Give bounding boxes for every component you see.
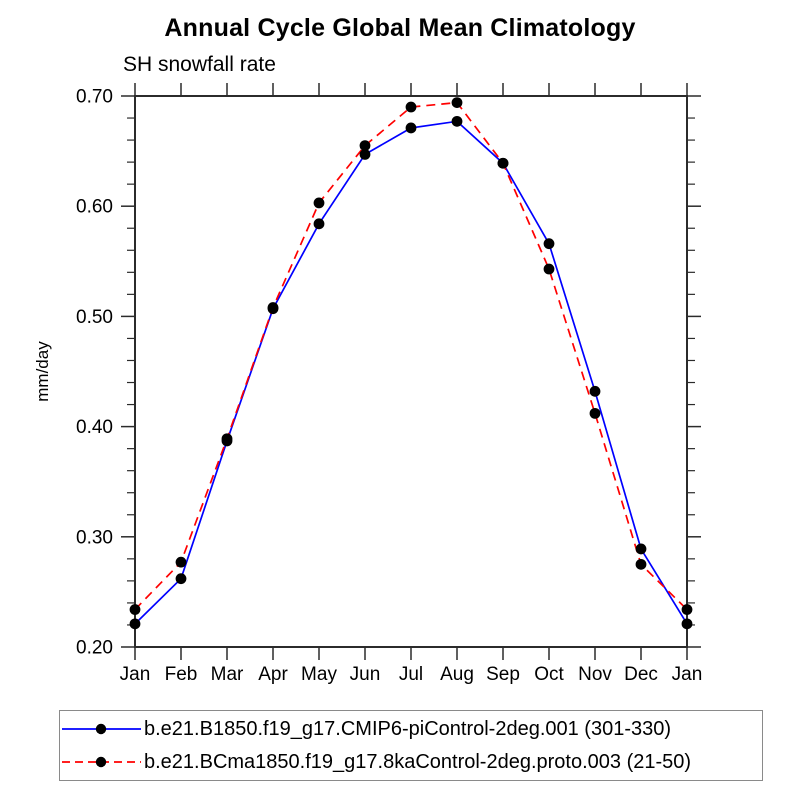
data-point-series-1 (405, 101, 417, 113)
chart-title: Annual Cycle Global Mean Climatology (164, 14, 636, 42)
data-point-series-0 (589, 385, 601, 397)
y-axis-label: mm/day (33, 341, 52, 402)
x-tick-label: Oct (534, 664, 564, 685)
legend-marker-dot (95, 723, 107, 735)
data-point-series-1 (681, 604, 693, 615)
legend-box: b.e21.B1850.f19_g17.CMIP6-piControl-2deg… (59, 710, 763, 781)
legend-label-picontrol: b.e21.B1850.f19_g17.CMIP6-piControl-2deg… (144, 717, 672, 740)
x-tick-label: Apr (258, 664, 288, 685)
data-point-series-1 (129, 604, 141, 615)
legend-label-8kacontrol: b.e21.BCma1850.f19_g17.8kaControl-2deg.p… (144, 750, 692, 773)
data-point-series-1 (267, 302, 279, 313)
legend-item-picontrol: b.e21.B1850.f19_g17.CMIP6-piControl-2deg… (60, 715, 762, 743)
data-point-series-0 (313, 218, 325, 230)
x-tick-label: Mar (211, 664, 244, 685)
y-tick-label: 0.40 (76, 417, 113, 438)
legend-line-sample-dashed (62, 756, 141, 768)
x-tick-label: May (301, 664, 337, 685)
legend-item-8kacontrol: b.e21.BCma1850.f19_g17.8kaControl-2deg.p… (60, 748, 762, 776)
data-point-series-1 (221, 433, 233, 445)
x-tick-label: Jan (672, 664, 703, 685)
y-tick-label: 0.70 (76, 87, 113, 108)
y-tick-label: 0.50 (76, 307, 113, 328)
series-line-0 (134, 120, 688, 625)
x-tick-label: Aug (440, 664, 474, 685)
axis-frame (134, 95, 688, 648)
data-point-series-0 (359, 149, 371, 160)
x-tick-label: Sep (486, 664, 520, 685)
x-tick-label: Jun (350, 664, 381, 685)
data-point-series-0 (635, 543, 647, 555)
data-point-series-0 (129, 618, 141, 630)
data-point-series-1 (635, 558, 647, 570)
legend-marker-dot (95, 756, 107, 768)
data-point-series-0 (175, 573, 187, 585)
x-tick-label: Nov (578, 664, 612, 685)
y-tick-label: 0.60 (76, 197, 113, 218)
plot-area: Jan Feb Mar Apr May Jun Jul Aug Sep Oct Nov Dec Jan 0… (33, 83, 703, 685)
data-point-series-0 (405, 122, 417, 134)
data-point-series-1 (451, 97, 463, 109)
x-tick-label: Feb (165, 664, 198, 685)
y-tick-label: 0.30 (76, 527, 113, 548)
data-point-series-1 (359, 140, 371, 151)
series-line-1 (134, 101, 688, 611)
y-tick-label: 0.20 (76, 638, 113, 659)
data-point-series-1 (313, 197, 325, 209)
data-point-series-0 (681, 618, 693, 630)
x-tick-label: Jul (399, 664, 423, 685)
data-point-series-1 (589, 407, 601, 419)
x-tick-label: Dec (624, 664, 658, 685)
data-point-series-1 (543, 263, 555, 275)
data-point-series-1 (175, 556, 187, 568)
data-point-series-0 (451, 115, 463, 127)
data-point-series-0 (543, 238, 555, 250)
legend-line-sample-solid (62, 723, 141, 735)
chart-subtitle: SH snowfall rate (123, 53, 276, 76)
data-point-series-1 (497, 157, 509, 169)
x-tick-label: Jan (120, 664, 151, 685)
